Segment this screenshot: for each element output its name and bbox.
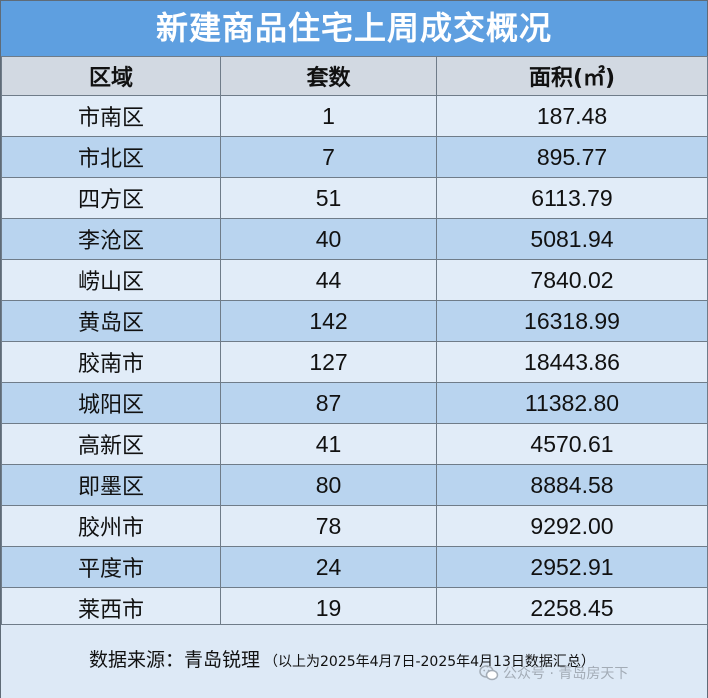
units-cell: 1	[220, 95, 437, 137]
district-cell: 高新区	[1, 423, 221, 465]
district-cell: 莱西市	[1, 587, 221, 629]
table-row: 莱西市 19 2258.45	[1, 587, 708, 629]
table-row: 黄岛区 142 16318.99	[1, 300, 708, 342]
table-row: 崂山区 44 7840.02	[1, 259, 708, 301]
district-cell: 李沧区	[1, 218, 221, 260]
data-source-note: （以上为2025年4月7日-2025年4月13日数据汇总）	[264, 654, 595, 670]
area-cell: 9292.00	[436, 505, 708, 547]
district-cell: 四方区	[1, 177, 221, 219]
table-row: 市南区 1 187.48	[1, 95, 708, 137]
table-row: 李沧区 40 5081.94	[1, 218, 708, 260]
table-row: 胶州市 78 9292.00	[1, 505, 708, 547]
table-row: 即墨区 80 8884.58	[1, 464, 708, 506]
units-cell: 41	[220, 423, 437, 465]
table-header-row: 区域 套数 面积(㎡)	[1, 56, 708, 96]
column-header-district: 区域	[1, 56, 221, 96]
data-source: 数据来源：青岛锐理 （以上为2025年4月7日-2025年4月13日数据汇总）	[89, 645, 595, 672]
units-cell: 87	[220, 382, 437, 424]
watermark: 公众号 · 青岛房天下	[479, 663, 628, 683]
district-cell: 黄岛区	[1, 300, 221, 342]
district-cell: 市南区	[1, 95, 221, 137]
district-cell: 胶南市	[1, 341, 221, 383]
units-cell: 127	[220, 341, 437, 383]
district-cell: 平度市	[1, 546, 221, 588]
units-cell: 44	[220, 259, 437, 301]
area-cell: 2258.45	[436, 587, 708, 629]
area-cell: 4570.61	[436, 423, 708, 465]
table-row: 市北区 7 895.77	[1, 136, 708, 178]
area-cell: 5081.94	[436, 218, 708, 260]
watermark-text: 公众号 · 青岛房天下	[503, 666, 629, 682]
report-title: 新建商品住宅上周成交概况	[1, 1, 707, 56]
units-cell: 7	[220, 136, 437, 178]
area-cell: 16318.99	[436, 300, 708, 342]
units-cell: 142	[220, 300, 437, 342]
district-cell: 城阳区	[1, 382, 221, 424]
units-cell: 19	[220, 587, 437, 629]
units-cell: 40	[220, 218, 437, 260]
district-cell: 市北区	[1, 136, 221, 178]
table-row: 平度市 24 2952.91	[1, 546, 708, 588]
area-cell: 895.77	[436, 136, 708, 178]
area-cell: 18443.86	[436, 341, 708, 383]
column-header-area: 面积(㎡)	[436, 56, 708, 96]
wechat-icon	[479, 665, 499, 681]
table-row: 四方区 51 6113.79	[1, 177, 708, 219]
units-cell: 80	[220, 464, 437, 506]
area-cell: 2952.91	[436, 546, 708, 588]
footer: 数据来源：青岛锐理 （以上为2025年4月7日-2025年4月13日数据汇总） 公…	[1, 624, 707, 698]
table-row: 胶南市 127 18443.86	[1, 341, 708, 383]
data-source-label: 数据来源：青岛锐理	[89, 649, 261, 671]
transaction-table: 区域 套数 面积(㎡) 市南区 1 187.48 市北区 7 895.77 四方…	[1, 56, 708, 629]
units-cell: 51	[220, 177, 437, 219]
area-cell: 11382.80	[436, 382, 708, 424]
units-cell: 24	[220, 546, 437, 588]
district-cell: 即墨区	[1, 464, 221, 506]
table-row: 高新区 41 4570.61	[1, 423, 708, 465]
area-cell: 6113.79	[436, 177, 708, 219]
area-cell: 187.48	[436, 95, 708, 137]
district-cell: 崂山区	[1, 259, 221, 301]
area-cell: 7840.02	[436, 259, 708, 301]
column-header-units: 套数	[220, 56, 437, 96]
table-row: 城阳区 87 11382.80	[1, 382, 708, 424]
units-cell: 78	[220, 505, 437, 547]
district-cell: 胶州市	[1, 505, 221, 547]
area-cell: 8884.58	[436, 464, 708, 506]
